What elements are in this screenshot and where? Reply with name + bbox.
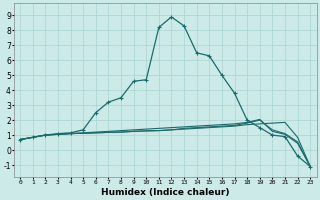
X-axis label: Humidex (Indice chaleur): Humidex (Indice chaleur) bbox=[101, 188, 229, 197]
